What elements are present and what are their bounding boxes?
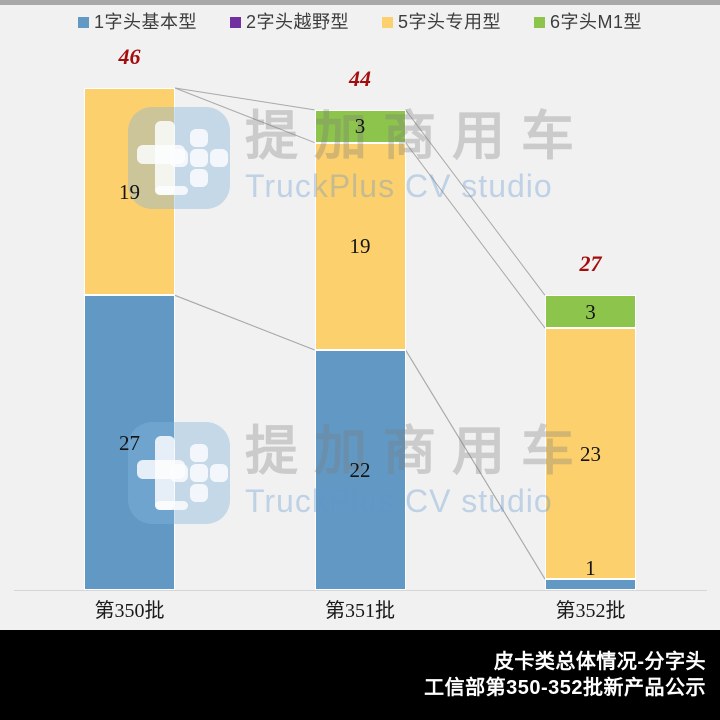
bar-segment [314,349,406,590]
segment-value-label: 1 [585,556,596,581]
total-value-label: 46 [118,44,141,69]
legend-item-2: 2字头越野型 [229,11,349,33]
segment-value-label: 3 [354,114,366,139]
legend-marker-icon [534,16,546,28]
legend-item-4: 6字头M1型 [534,11,642,33]
legend-marker-icon [77,16,89,28]
segment-value-label: 27 [119,430,140,455]
segment-value-label: 19 [119,179,140,204]
legend-item-3: 5字头专用型 [382,11,501,33]
footer-title: 皮卡类总体情况-分字头 [493,651,706,673]
segment-value-label: 19 [349,234,371,259]
footer-banner: 皮卡类总体情况-分字头 工信部第350-352批新产品公示 [0,630,720,720]
bar-segment [314,142,406,350]
bar-segment [545,328,636,580]
top-strip [0,0,720,5]
chart-legend: 1字头基本型 2字头越野型 5字头专用型 6字头M1型 [0,11,720,33]
x-axis-label: 第350批 [94,600,165,622]
total-value-label: 44 [349,65,371,91]
segment-value-label: 23 [580,441,601,466]
legend-marker-icon [382,16,393,28]
legend-item-1: 1字头基本型 [77,11,197,33]
x-axis-label: 第352批 [555,600,626,622]
legend-label: 1字头基本型 [93,12,197,32]
total-value-label: 27 [579,251,602,277]
segment-value-label: 3 [585,299,596,324]
bar-segment [545,295,636,329]
segment-value-label: 22 [349,457,371,482]
x-axis-label: 第351批 [325,600,395,622]
footer-subtitle: 工信部第350-352批新产品公示 [424,677,706,699]
x-axis-line [14,590,707,591]
legend-marker-icon [229,16,241,28]
bar-segment [545,579,636,590]
legend-label: 2字头越野型 [245,12,349,32]
legend-label: 5字头专用型 [398,12,502,32]
legend-label: 6字头M1型 [550,12,643,32]
bar-segment [314,109,406,143]
